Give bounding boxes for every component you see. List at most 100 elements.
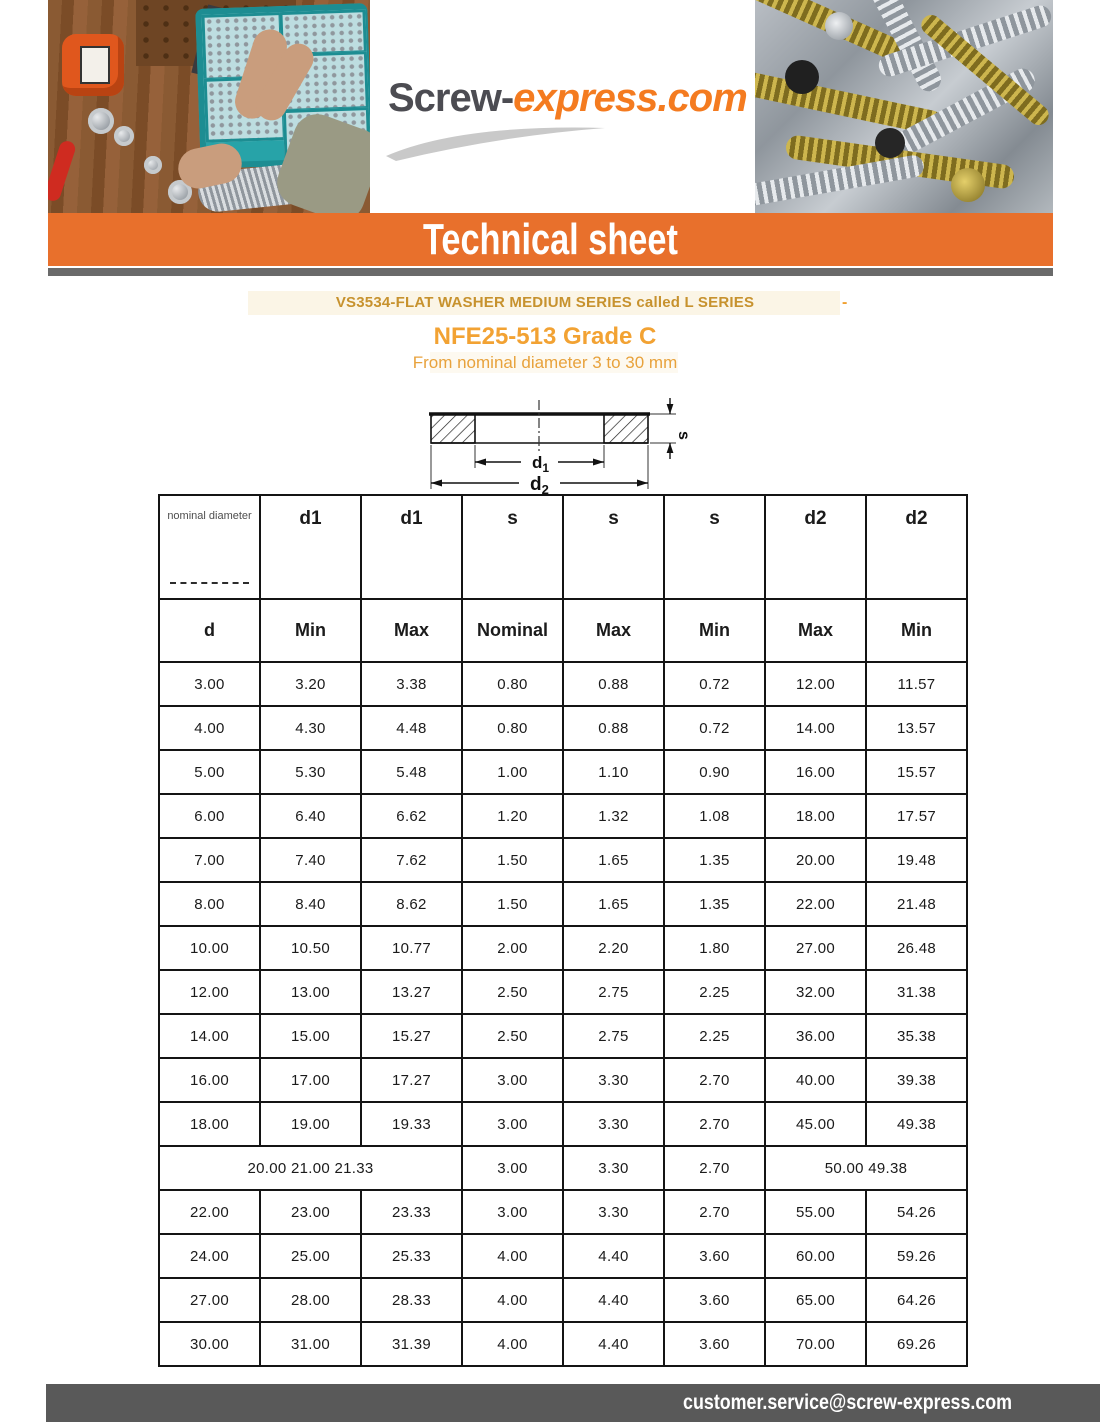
- s-label: s: [675, 431, 692, 440]
- table-header-row-1: nominal diameter d1 d1 s s s d2 d2: [158, 494, 968, 600]
- table-cell: 0.88: [562, 705, 665, 751]
- table-cell: 3.20: [259, 661, 362, 707]
- brand-logo: Screw-express.com: [388, 76, 748, 121]
- table-cell: 18.00: [158, 1101, 261, 1147]
- table-cell: 2.75: [562, 1013, 665, 1059]
- table-cell: 3.30: [562, 1145, 665, 1191]
- washer-spec-table: nominal diameter d1 d1 s s s d2 d2 d Min…: [158, 494, 968, 1367]
- banner-underbar: [48, 268, 1053, 276]
- table-cell: 32.00: [764, 969, 867, 1015]
- table-cell: 13.57: [865, 705, 968, 751]
- table-cell: 10.50: [259, 925, 362, 971]
- workbench-photo: [48, 0, 370, 213]
- table-cell: 19.33: [360, 1101, 463, 1147]
- table-cell: 19.00: [259, 1101, 362, 1147]
- table-cell: 20.00: [764, 837, 867, 883]
- table-cell: 7.00: [158, 837, 261, 883]
- table-cell: 3.60: [663, 1277, 766, 1323]
- table-cell: 23.00: [259, 1189, 362, 1235]
- table-cell: 18.00: [764, 793, 867, 839]
- table-cell: 17.00: [259, 1057, 362, 1103]
- table-cell: 16.00: [158, 1057, 261, 1103]
- table-row: 4.00 4.30 4.48 0.80 0.88 0.72 14.00 13.57: [158, 705, 968, 751]
- table-row: 30.00 31.00 31.39 4.00 4.40 3.60 70.00 69.26: [158, 1321, 968, 1367]
- table-cell: 8.00: [158, 881, 261, 927]
- table-cell: 69.26: [865, 1321, 968, 1367]
- table-row: 12.00 13.00 13.27 2.50 2.75 2.25 32.00 31.38: [158, 969, 968, 1015]
- table-cell: 70.00: [764, 1321, 867, 1367]
- table-row: 16.00 17.00 17.27 3.00 3.30 2.70 40.00 39.38: [158, 1057, 968, 1103]
- table-cell: 4.00: [461, 1277, 564, 1323]
- banner-title: Technical sheet: [423, 214, 678, 264]
- table-cell: 8.40: [259, 881, 362, 927]
- customer-service-email[interactable]: customer.service@screw-express.com: [683, 1391, 1012, 1414]
- table-cell: 1.80: [663, 925, 766, 971]
- table-cell: 27.00: [158, 1277, 261, 1323]
- table-cell: 19.48: [865, 837, 968, 883]
- table-cell: 7.40: [259, 837, 362, 883]
- table-row: 22.00 23.00 23.33 3.00 3.30 2.70 55.00 54.26: [158, 1189, 968, 1235]
- table-row: 10.00 10.50 10.77 2.00 2.20 1.80 27.00 26.48: [158, 925, 968, 971]
- table-cell: 1.35: [663, 837, 766, 883]
- table-cell: 5.00: [158, 749, 261, 795]
- table-cell: 24.00: [158, 1233, 261, 1279]
- header-s: s: [562, 494, 665, 600]
- table-cell: 12.00: [764, 661, 867, 707]
- table-cell: 40.00: [764, 1057, 867, 1103]
- header-min: Min: [259, 598, 362, 663]
- table-cell: 3.00: [461, 1145, 564, 1191]
- table-cell: 27.00: [764, 925, 867, 971]
- brand-logo-gray: Screw-: [388, 76, 514, 120]
- header-d1: d1: [259, 494, 362, 600]
- title-dash: -: [842, 294, 848, 311]
- table-cell: 31.39: [360, 1321, 463, 1367]
- header-s: s: [461, 494, 564, 600]
- table-cell: 22.00: [764, 881, 867, 927]
- table-cell: 10.00: [158, 925, 261, 971]
- table-cell: 3.30: [562, 1101, 665, 1147]
- tape-measure-decor: [62, 34, 124, 96]
- table-cell: 2.70: [663, 1057, 766, 1103]
- technical-sheet-banner: Technical sheet: [48, 213, 1053, 266]
- table-header-row-2: d Min Max Nominal Max Min Max Min: [158, 598, 968, 663]
- table-cell: 6.00: [158, 793, 261, 839]
- table-cell: 39.38: [865, 1057, 968, 1103]
- table-cell: 4.00: [158, 705, 261, 751]
- header-d: d: [158, 598, 261, 663]
- table-cell: 15.27: [360, 1013, 463, 1059]
- table-cell: 3.00: [461, 1101, 564, 1147]
- table-cell: 54.26: [865, 1189, 968, 1235]
- table-cell: 15.00: [259, 1013, 362, 1059]
- header-max: Max: [360, 598, 463, 663]
- table-cell: 28.00: [259, 1277, 362, 1323]
- table-cell: 50.00 49.38: [764, 1145, 968, 1191]
- table-cell: 4.00: [461, 1233, 564, 1279]
- table-row: 8.00 8.40 8.62 1.50 1.65 1.35 22.00 21.48: [158, 881, 968, 927]
- header-s: s: [663, 494, 766, 600]
- table-cell: 2.25: [663, 969, 766, 1015]
- header-d1: d1: [360, 494, 463, 600]
- table-cell: 49.38: [865, 1101, 968, 1147]
- table-cell: 8.62: [360, 881, 463, 927]
- table-cell: 4.40: [562, 1321, 665, 1367]
- table-cell: 1.50: [461, 881, 564, 927]
- table-cell: 14.00: [158, 1013, 261, 1059]
- washer-right-section: [603, 413, 649, 444]
- table-cell: 3.00: [461, 1057, 564, 1103]
- table-cell: 4.40: [562, 1277, 665, 1323]
- header-max: Max: [562, 598, 665, 663]
- header-d2: d2: [764, 494, 867, 600]
- table-row: 5.00 5.30 5.48 1.00 1.10 0.90 16.00 15.57: [158, 749, 968, 795]
- table-cell: 2.20: [562, 925, 665, 971]
- header-nominal: Nominal: [461, 598, 564, 663]
- table-cell: 2.75: [562, 969, 665, 1015]
- table-row: 18.00 19.00 19.33 3.00 3.30 2.70 45.00 49.38: [158, 1101, 968, 1147]
- table-cell: 1.10: [562, 749, 665, 795]
- table-cell: 45.00: [764, 1101, 867, 1147]
- table-cell: 1.65: [562, 837, 665, 883]
- table-cell: 1.65: [562, 881, 665, 927]
- table-cell: 13.27: [360, 969, 463, 1015]
- table-cell: 17.27: [360, 1057, 463, 1103]
- table-row: 6.00 6.40 6.62 1.20 1.32 1.08 18.00 17.57: [158, 793, 968, 839]
